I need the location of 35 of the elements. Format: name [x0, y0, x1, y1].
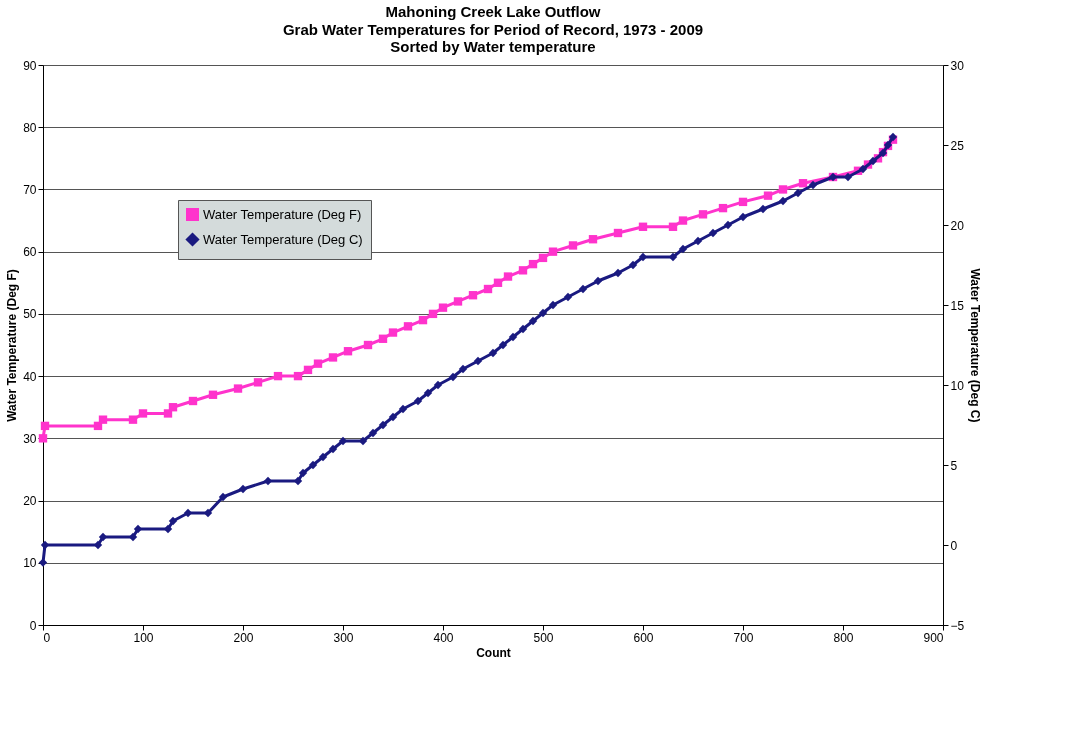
x-axis-title: Count: [476, 645, 511, 660]
x-tick-label: 700: [733, 630, 754, 645]
x-tick-label: 400: [433, 630, 454, 645]
y2-tick-label: 5: [950, 458, 958, 473]
y-tick-label: 20: [23, 494, 37, 509]
y-tick-label: 30: [23, 431, 37, 446]
x-tick-label: 100: [133, 630, 154, 645]
y-tick-label: 90: [23, 58, 37, 73]
y2-tick-label: 25: [950, 138, 965, 153]
y-tick-label: 60: [23, 245, 37, 260]
y2-tick-label: 0: [950, 538, 958, 553]
y-tick-label: 0: [29, 618, 37, 633]
chart-title: Mahoning Creek Lake Outflow: [385, 3, 601, 20]
y-tick-label: 50: [23, 307, 37, 322]
y2-tick-label: 10: [950, 378, 965, 393]
y-tick-label: 10: [23, 556, 37, 571]
y2-axis-title: Water Temperature (Deg C): [968, 268, 983, 423]
x-tick-label: 0: [43, 630, 51, 645]
x-tick-label: 600: [633, 630, 654, 645]
x-tick-label: 900: [923, 630, 944, 645]
y-axis-title: Water Temperature (Deg F): [5, 269, 20, 422]
y2-tick-label: −5: [950, 618, 965, 633]
legend-label: Water Temperature (Deg F): [203, 206, 362, 222]
y2-tick-label: 30: [950, 58, 965, 73]
y2-tick-label: 15: [950, 298, 965, 313]
x-tick-label: 300: [333, 630, 354, 645]
legend-label: Water Temperature (Deg C): [203, 231, 363, 247]
y-tick-label: 70: [23, 182, 37, 197]
x-tick-label: 200: [233, 630, 254, 645]
chart-subtitle: Grab Water Temperatures for Period of Record, 1973 - 2009 Sorted by Water temperature: [282, 21, 704, 55]
y2-tick-label: 20: [950, 218, 965, 233]
x-tick-label: 800: [833, 630, 854, 645]
y-tick-label: 40: [23, 369, 37, 384]
x-tick-label: 500: [533, 630, 554, 645]
y-tick-label: 80: [23, 120, 37, 135]
